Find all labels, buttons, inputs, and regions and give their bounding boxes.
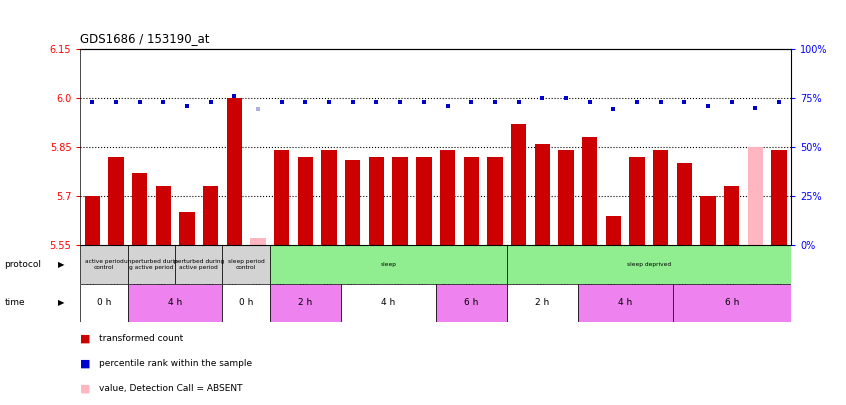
Text: active period
control: active period control (85, 259, 124, 270)
Bar (653, 150, 668, 245)
Text: sleep: sleep (381, 262, 396, 267)
Text: 4 h: 4 h (382, 298, 395, 307)
Bar (677, 163, 692, 245)
Bar (511, 124, 526, 245)
Bar (80, 245, 128, 284)
Bar (748, 147, 763, 245)
Bar (464, 157, 479, 245)
Bar (487, 157, 503, 245)
Bar (222, 284, 270, 322)
Text: 0 h: 0 h (239, 298, 253, 307)
Text: 2 h: 2 h (536, 298, 549, 307)
Text: GDS1686 / 153190_at: GDS1686 / 153190_at (80, 32, 210, 45)
Bar (673, 284, 791, 322)
Bar (436, 284, 507, 322)
Text: protocol: protocol (4, 260, 41, 269)
Text: 0 h: 0 h (97, 298, 111, 307)
Bar (203, 186, 218, 245)
Bar (578, 284, 673, 322)
Bar (724, 186, 739, 245)
Bar (80, 284, 128, 322)
Bar (270, 245, 507, 284)
Bar (345, 160, 360, 245)
Text: ■: ■ (80, 358, 91, 368)
Text: ▶: ▶ (58, 260, 64, 269)
Bar (175, 245, 222, 284)
Text: time: time (4, 298, 25, 307)
Text: ▶: ▶ (58, 298, 64, 307)
Bar (369, 157, 384, 245)
Text: 2 h: 2 h (299, 298, 312, 307)
Text: 6 h: 6 h (464, 298, 478, 307)
Text: ■: ■ (80, 333, 91, 343)
Text: sleep period
control: sleep period control (228, 259, 265, 270)
Text: ■: ■ (80, 384, 91, 393)
Text: transformed count: transformed count (99, 334, 184, 343)
Bar (156, 186, 171, 245)
Bar (85, 196, 100, 245)
Bar (582, 137, 597, 245)
Bar (535, 143, 550, 245)
Bar (416, 157, 431, 245)
Bar (629, 157, 645, 245)
Bar (222, 245, 270, 284)
Bar (558, 150, 574, 245)
Bar (128, 284, 222, 322)
Text: 4 h: 4 h (618, 298, 632, 307)
Bar (250, 239, 266, 245)
Text: 6 h: 6 h (725, 298, 739, 307)
Bar (321, 150, 337, 245)
Bar (227, 98, 242, 245)
Bar (108, 157, 124, 245)
Bar (341, 284, 436, 322)
Bar (606, 215, 621, 245)
Bar (507, 245, 791, 284)
Bar (772, 150, 787, 245)
Text: value, Detection Call = ABSENT: value, Detection Call = ABSENT (99, 384, 243, 393)
Bar (440, 150, 455, 245)
Bar (270, 284, 341, 322)
Text: percentile rank within the sample: percentile rank within the sample (99, 359, 252, 368)
Bar (132, 173, 147, 245)
Bar (298, 157, 313, 245)
Text: unperturbed durin
g active period: unperturbed durin g active period (124, 259, 179, 270)
Bar (179, 212, 195, 245)
Text: 4 h: 4 h (168, 298, 182, 307)
Bar (393, 157, 408, 245)
Bar (274, 150, 289, 245)
Bar (507, 284, 578, 322)
Text: sleep deprived: sleep deprived (627, 262, 671, 267)
Bar (128, 245, 175, 284)
Text: perturbed during
active period: perturbed during active period (173, 259, 224, 270)
Bar (700, 196, 716, 245)
